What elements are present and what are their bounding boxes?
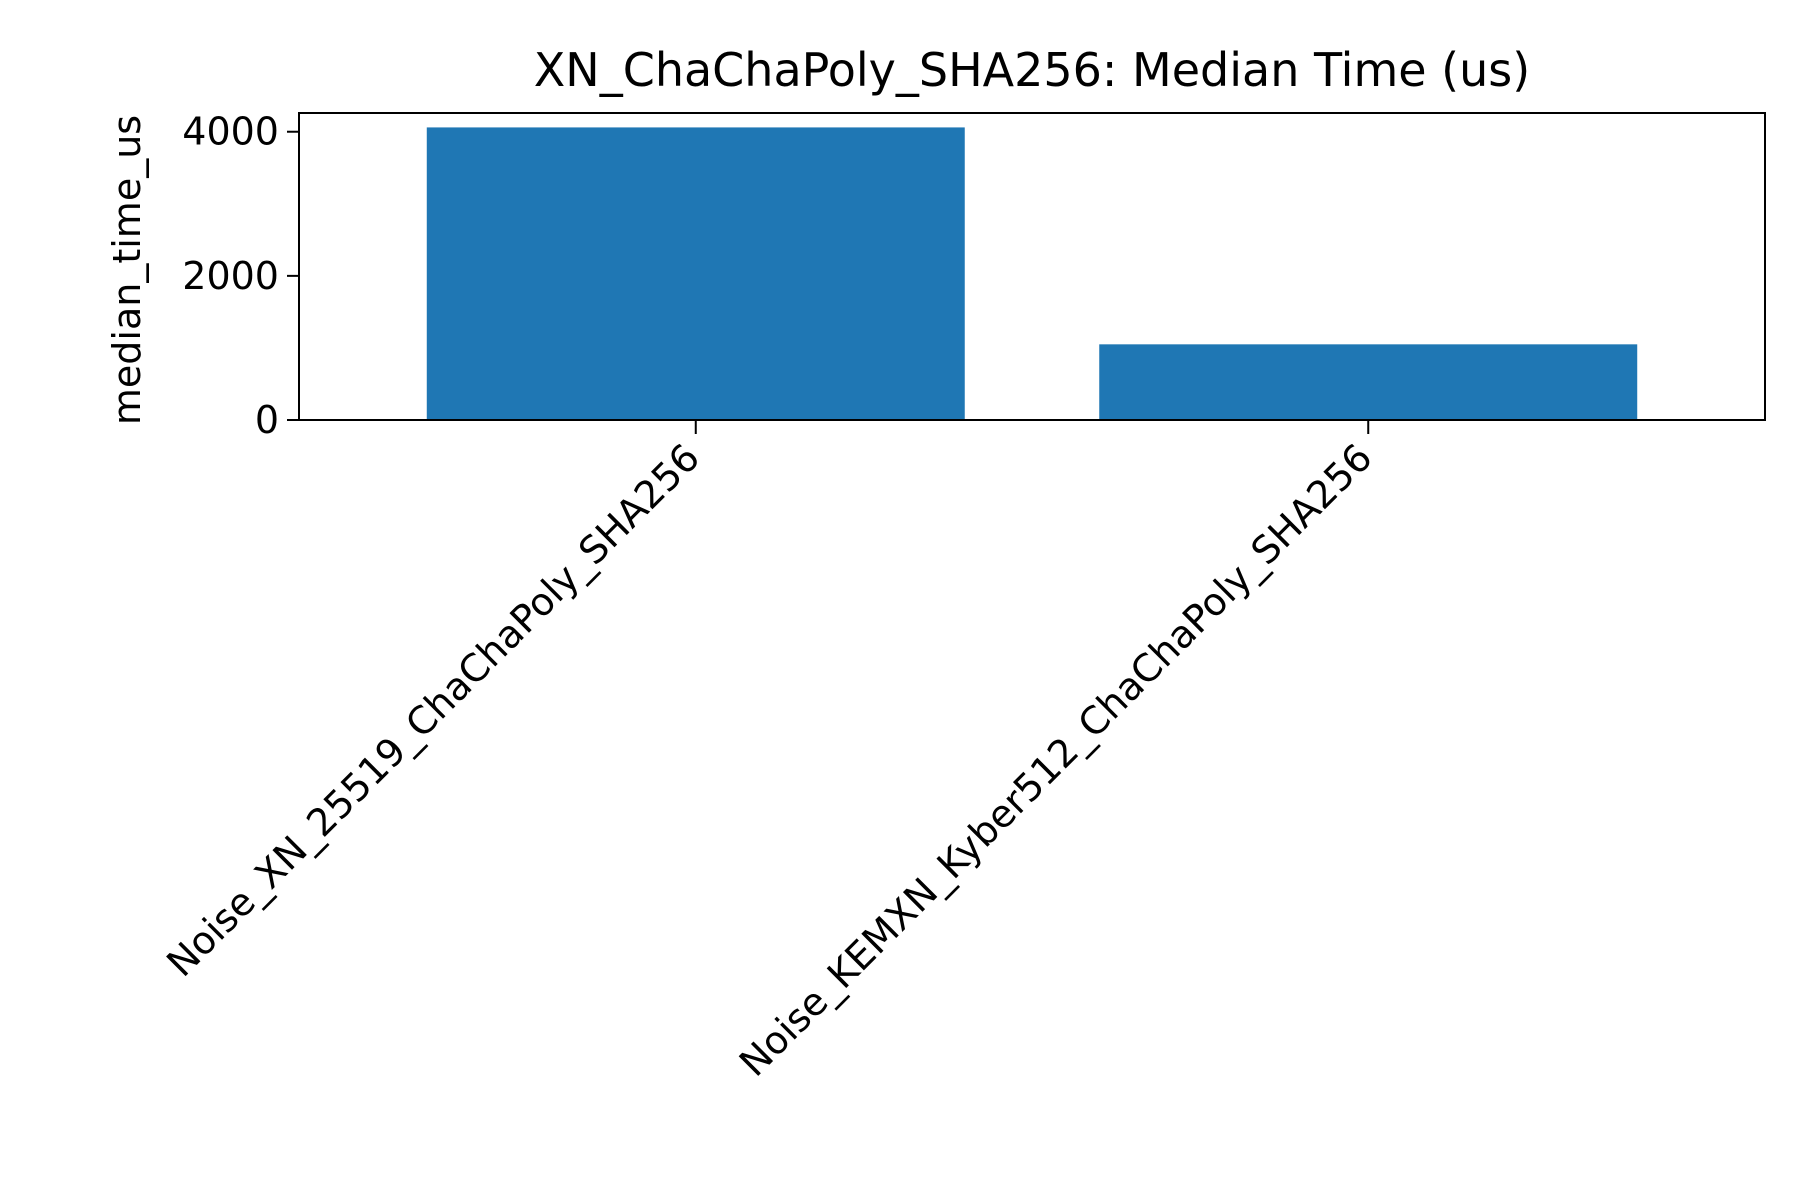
bars-group [426, 127, 1638, 420]
y-axis-ticks: 0 2000 4000 [182, 110, 299, 442]
plot-area-frame [298, 112, 1766, 421]
chart-title: XN_ChaChaPoly_SHA256: Median Time (us) [534, 43, 1530, 97]
x-axis-ticks: Noise_XN_25519_ChaChaPoly_SHA256 Noise_KE… [158, 420, 1381, 1085]
y-tick-label: 2000 [182, 254, 279, 298]
bar-1 [426, 127, 965, 420]
y-tick-label: 0 [255, 398, 279, 442]
x-tick-label: Noise_XN_25519_ChaChaPoly_SHA256 [158, 435, 708, 985]
y-axis-label: median_time_us [105, 115, 149, 425]
x-tick-label: Noise_KEMXN_Kyber512_ChaChaPoly_SHA256 [731, 435, 1381, 1085]
y-tick-label: 4000 [182, 110, 279, 154]
bar-2 [1099, 344, 1638, 420]
